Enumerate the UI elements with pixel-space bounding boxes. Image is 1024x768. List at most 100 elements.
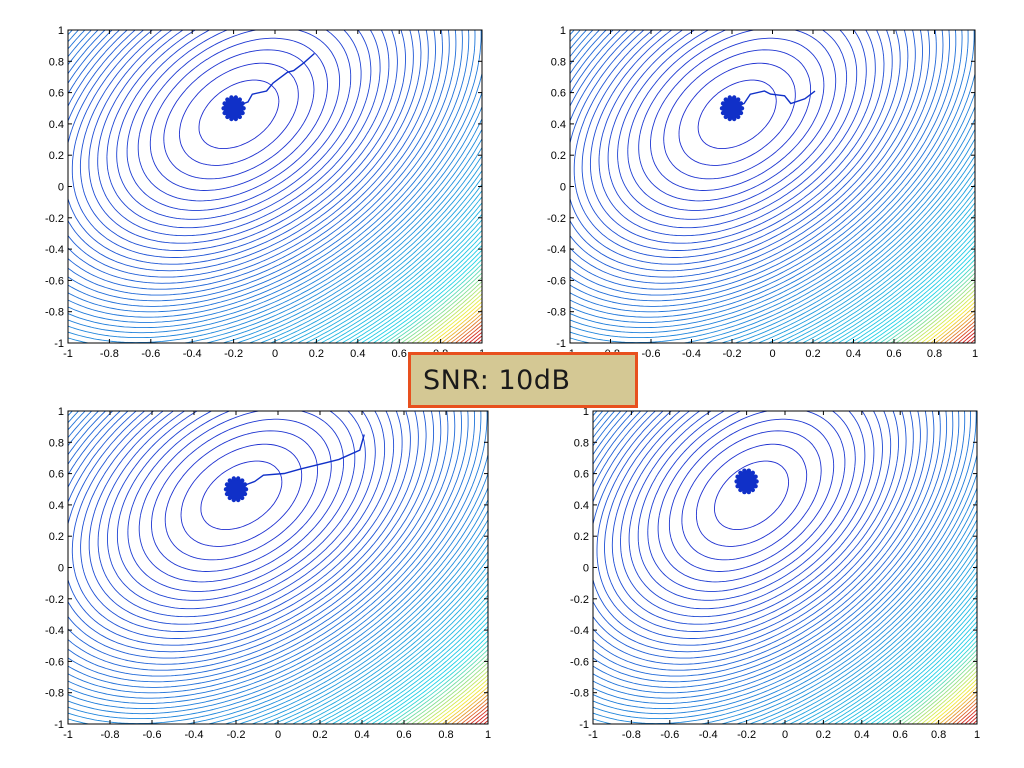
contour-line [88,30,390,244]
contour-line [335,224,482,343]
contour-line [470,709,488,724]
x-tick-label: 0.2 [805,348,820,360]
contour-line [953,324,975,343]
contour-line [802,202,975,343]
x-tick-label: 1 [974,729,980,741]
cluster-point [231,497,236,503]
contour-line [875,635,977,724]
contour-line [593,487,977,720]
x-tick-label: 1 [485,729,491,741]
x-tick-label: -0.2 [227,729,246,741]
contour-lines [570,30,975,343]
cluster-point [240,478,245,483]
x-tick-label: 0.2 [816,729,831,741]
contour-line [68,30,463,307]
contour-line [960,709,977,724]
contour-line [859,621,977,724]
contour-line [126,30,352,211]
contour-line [116,30,362,220]
y-tick-label: 1 [560,25,566,37]
contour-line [331,600,488,724]
contour-line [180,443,303,547]
contour-line [678,62,796,166]
contour-line [464,328,482,343]
contour-line [384,263,482,343]
contour-line [338,605,488,724]
cluster-point [727,116,732,122]
contour-line [68,30,482,323]
contour-line [68,30,422,272]
cluster-point [240,101,245,106]
y-tick-label: 0.6 [49,469,64,481]
y-tick-label: -0.6 [45,656,64,668]
cluster-point [236,476,241,481]
y-tick-label: 0.2 [49,531,64,543]
contour-line [593,411,954,683]
cluster-point [222,110,227,116]
contour-line [916,293,975,343]
contour-line [870,630,977,724]
contour-line [697,79,777,150]
x-tick-label: -0.2 [737,729,756,741]
contour-line [400,653,488,724]
contour-line [446,690,488,724]
contour-line [367,249,482,343]
contour-line [620,411,883,618]
cluster-point [723,114,728,120]
contour-line [68,411,442,665]
y-tick-label: -0.2 [45,594,64,606]
contour-line [935,309,975,343]
contour-line [68,487,488,720]
x-tick-label: 0.8 [927,348,942,360]
contour-line [116,411,366,601]
y-tick-label: 0.8 [49,437,64,449]
cluster-point [227,495,232,501]
y-tick-label: 0.4 [49,500,64,512]
y-tick-label: 0 [58,182,64,194]
contour-line [886,644,977,724]
contour-line [617,30,858,220]
contour-line [324,595,488,724]
contour-line [573,30,901,258]
panel-top-left: -1-0.8-0.6-0.4-0.200.20.40.60.8110.80.60… [45,25,485,360]
contour-line [79,30,398,251]
contour-line [638,30,837,202]
contour-line [570,30,923,278]
contour-line [593,411,914,646]
cluster-point [753,484,758,489]
contour-line [647,411,856,592]
contour-line [465,705,488,724]
contour-line [593,499,977,724]
y-tick-label: 1 [58,25,64,37]
x-tick-label: -0.6 [642,348,661,360]
y-tick-label: 0.4 [49,119,64,131]
contour-line [68,30,457,302]
contour-line [263,551,488,724]
contour-line [868,254,975,343]
contour-line [313,208,482,343]
contour-line [831,224,975,343]
contour-line [862,249,975,343]
y-tick-label: -1 [54,719,64,731]
y-tick-label: 0.8 [551,56,566,68]
contour-line [68,411,427,653]
contour-line [377,635,488,724]
x-tick-label: -0.6 [143,729,162,741]
contour-line [570,30,975,323]
contour-lines [68,30,482,343]
y-tick-label: 0.6 [49,88,64,100]
x-tick-label: 0 [275,729,281,741]
contour-line [827,595,977,724]
x-tick-label: -1 [63,348,73,360]
x-tick-label: 0.8 [931,729,946,741]
contour-line [896,653,977,724]
x-tick-label: 0.6 [396,729,411,741]
x-tick-label: -0.6 [141,348,160,360]
cluster-point [738,470,743,475]
contour-line [607,30,867,229]
cluster-point [233,116,238,122]
y-tick-label: 0.8 [574,437,589,449]
cluster-point [742,489,747,495]
y-tick-label: -1 [579,719,589,731]
contour-line [817,214,975,343]
